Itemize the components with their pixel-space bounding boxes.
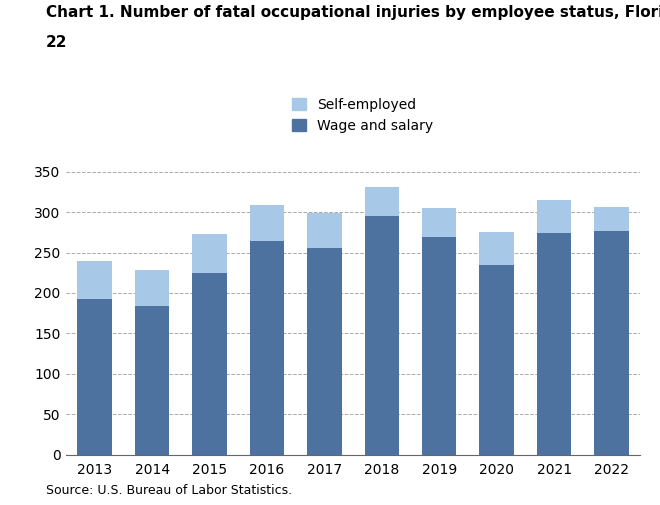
Bar [364,216,399,454]
Bar [364,187,399,216]
Bar [77,262,112,298]
Bar [537,200,572,233]
Legend: Self-employed, Wage and salary: Self-employed, Wage and salary [292,98,434,133]
Bar [77,298,112,454]
Bar [422,208,457,237]
Bar [537,233,572,454]
Text: Chart 1. Number of fatal occupational injuries by employee status, Florida, 2013: Chart 1. Number of fatal occupational in… [46,5,660,20]
Bar [594,207,629,231]
Text: Source: U.S. Bureau of Labor Statistics.: Source: U.S. Bureau of Labor Statistics. [46,484,292,497]
Bar [422,237,457,454]
Bar [192,273,227,454]
Bar [135,270,170,306]
Bar [594,231,629,454]
Bar [249,241,284,454]
Bar [479,232,514,266]
Bar [307,213,342,248]
Text: 22: 22 [46,35,68,50]
Bar [249,205,284,241]
Bar [479,266,514,454]
Bar [192,234,227,273]
Bar [307,248,342,454]
Bar [135,306,170,454]
